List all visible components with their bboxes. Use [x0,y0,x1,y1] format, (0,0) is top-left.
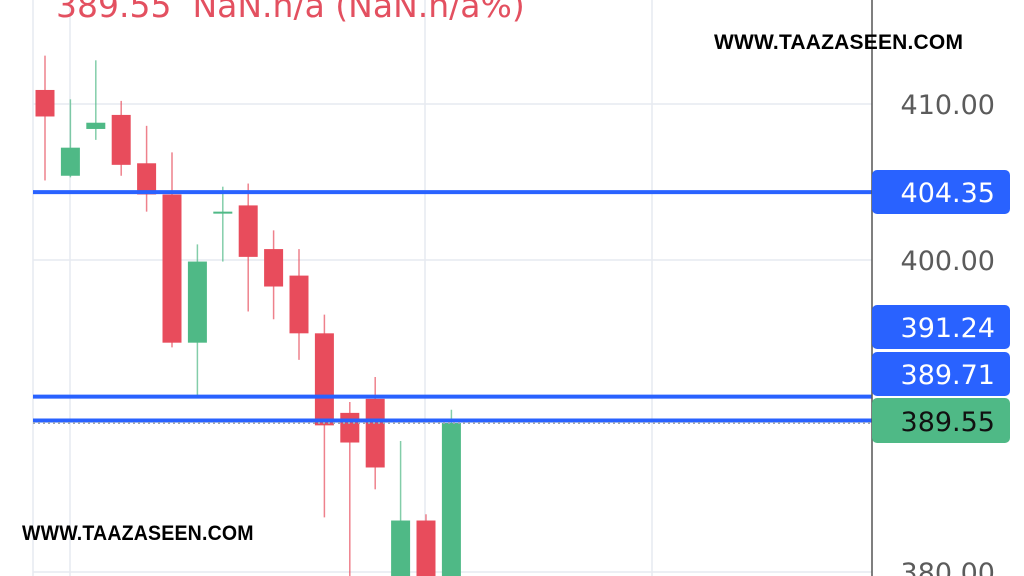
price-axis[interactable]: 410.00 400.00 380.00 404.35 391.24 389.71 389.… [872,90,1010,576]
candle-down [340,401,360,576]
candle-body [238,205,258,257]
candle-body [187,261,207,343]
candle-body [60,147,80,176]
level-price-label: 391.24 [872,305,1010,349]
candle-body [111,114,131,165]
candle-up [213,186,233,262]
candle-body [340,412,360,443]
candle-body [264,249,284,287]
candle-down [416,514,436,576]
level-label-text: 404.35 [901,178,995,209]
candle-up [60,99,80,178]
candle-body [162,194,182,343]
header-change: NaN.n/a (NaN.n/a%) [192,0,525,25]
candle-body [86,122,106,129]
candle-body [314,333,334,426]
candle-down [111,100,131,176]
candle-body [213,211,233,214]
candle-up [187,244,207,396]
legend-header: 389.55 NaN.n/a (NaN.n/a%) [56,0,525,25]
watermark-top: WWW.TAAZASEEN.COM [714,31,964,54]
candle-body [289,275,309,334]
candle-body [365,398,385,468]
candle-down [289,249,309,360]
y-tick-label: 380.00 [901,558,995,576]
y-tick-label: 400.00 [901,246,995,277]
candle-up [86,60,106,140]
last-price-label: 389.55 [872,398,1010,443]
candle-down [264,230,284,320]
level-price-label: 404.35 [872,170,1010,214]
candle-up [391,440,411,576]
candle-body [416,520,436,576]
candle-body [391,520,411,576]
candle-down [137,125,157,212]
level-label-text: 389.71 [901,360,995,391]
candle-body [441,423,461,576]
candle-down [238,183,258,312]
level-label-bg [872,170,1010,214]
y-tick-label: 410.00 [901,90,995,121]
level-lines [33,190,872,425]
watermark-bottom: WWW.TAAZASEEN.COM [22,522,254,545]
header-price: 389.55 [56,0,172,25]
candle-down [314,314,334,518]
level-price-label: 389.71 [872,352,1010,396]
level-label-bg [872,305,1010,349]
level-label-bg [872,352,1010,396]
candle-down [365,377,385,490]
last-price-label-text: 389.55 [901,407,995,438]
candle-body [137,163,157,195]
level-label-text: 391.24 [901,313,995,344]
candle-body [35,89,55,117]
candle-down [162,152,182,348]
candles [35,55,461,576]
candle-up [441,409,461,576]
candle-down [35,55,55,181]
last-price-label-bg [872,398,1010,443]
